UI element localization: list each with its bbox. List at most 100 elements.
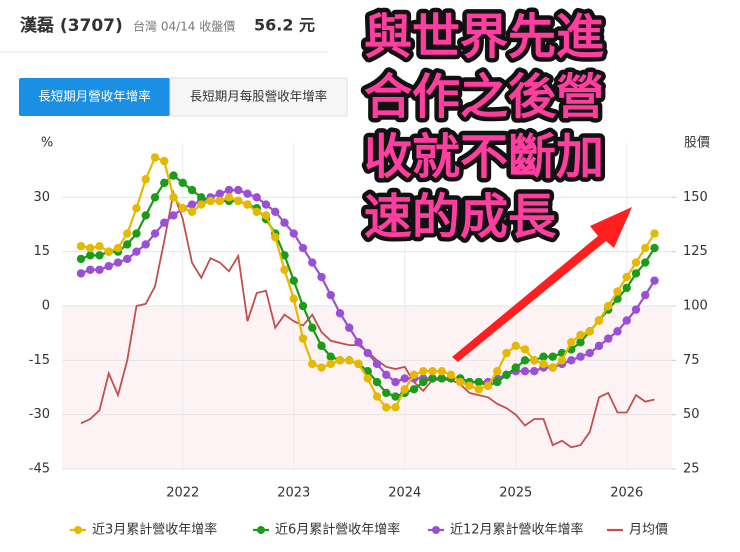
data-point	[493, 377, 502, 387]
legend-marker	[432, 526, 440, 534]
y-axis-label: %	[41, 136, 53, 151]
chart: 2022 2023 2024 2025 2026 -45 -30 -15 0 15 30 25 50 75…	[29, 136, 710, 538]
legend-marker	[257, 526, 265, 534]
tab-label[interactable]: 長短期月每股營收年增率	[190, 89, 328, 104]
data-point	[391, 403, 400, 412]
data-point	[400, 385, 409, 394]
tab-label[interactable]: 長短期月營收年增率	[38, 89, 151, 104]
legend-label: 月均價	[629, 523, 668, 538]
data-point	[123, 229, 132, 238]
data-point	[104, 247, 113, 256]
data-point	[428, 367, 437, 376]
data-point	[206, 196, 215, 206]
data-point	[539, 359, 548, 369]
data-point	[141, 175, 150, 184]
data-point	[345, 356, 354, 365]
x-tick-label: 2022	[166, 486, 199, 501]
annotation-text: 與世界先進	[364, 9, 604, 65]
data-point	[641, 290, 650, 300]
data-point	[243, 200, 252, 209]
data-point	[372, 377, 382, 387]
data-point	[548, 352, 557, 361]
data-point	[150, 153, 160, 162]
data-point	[446, 370, 456, 380]
data-point	[86, 265, 95, 274]
data-point	[280, 265, 289, 274]
y2-tick-label: 25	[683, 462, 700, 477]
stock-name: 漢磊 (3707)	[20, 15, 123, 36]
data-point	[224, 185, 234, 195]
data-point	[419, 377, 428, 387]
y2-axis-label: 股價	[684, 136, 710, 151]
data-point	[169, 193, 178, 202]
data-point	[493, 367, 502, 376]
data-point	[317, 341, 326, 351]
data-point	[372, 392, 382, 401]
data-point	[76, 254, 86, 264]
data-point	[594, 341, 604, 351]
data-point	[150, 193, 160, 202]
data-point	[594, 316, 604, 325]
data-point	[132, 247, 141, 256]
data-point	[197, 193, 206, 202]
data-point	[576, 338, 585, 347]
data-point	[391, 377, 400, 387]
data-point	[641, 243, 650, 253]
data-point	[557, 356, 567, 365]
data-point	[604, 301, 613, 311]
data-point	[215, 189, 224, 198]
date-label: 台灣 04/14 收盤價	[133, 19, 235, 34]
data-point	[622, 272, 631, 282]
y-tick-label: 15	[33, 244, 50, 259]
data-point	[391, 392, 400, 401]
data-point	[335, 356, 345, 365]
data-point	[178, 204, 187, 213]
data-point	[289, 294, 298, 303]
data-point	[326, 290, 335, 300]
data-point	[567, 338, 576, 347]
data-point	[335, 309, 345, 318]
data-point	[243, 189, 252, 198]
data-point	[567, 356, 576, 365]
data-point	[104, 261, 113, 271]
data-point	[474, 385, 483, 394]
data-point	[326, 359, 335, 369]
data-point	[289, 276, 298, 285]
data-point	[585, 348, 594, 358]
data-point	[520, 345, 530, 354]
data-point	[187, 185, 197, 195]
data-point	[298, 301, 308, 311]
negative-zone	[62, 306, 672, 469]
data-point	[548, 363, 557, 372]
y-tick-label: -30	[29, 407, 50, 422]
data-point	[317, 272, 326, 282]
data-point	[113, 243, 123, 253]
tab-active[interactable]	[19, 78, 170, 116]
data-point	[132, 229, 141, 238]
data-point	[215, 196, 224, 206]
data-point	[76, 269, 86, 278]
data-point	[169, 171, 178, 180]
data-point	[539, 352, 548, 361]
data-point	[604, 334, 613, 343]
data-point	[585, 327, 594, 336]
data-point	[160, 178, 169, 188]
data-point	[409, 385, 419, 394]
data-point	[298, 334, 308, 343]
data-point	[530, 367, 539, 376]
data-point	[298, 243, 308, 253]
data-point	[86, 251, 95, 260]
data-point	[622, 283, 631, 293]
data-point	[252, 193, 261, 202]
data-point	[280, 251, 289, 260]
y2-tick-label: 150	[683, 190, 708, 205]
data-point	[511, 363, 520, 372]
data-point	[271, 207, 280, 217]
tab[interactable]	[169, 77, 348, 117]
data-point	[169, 211, 178, 220]
data-point	[252, 207, 261, 217]
data-point	[502, 370, 511, 380]
data-point	[502, 348, 511, 358]
legend-label: 近6月累計營收年增率	[275, 522, 400, 538]
